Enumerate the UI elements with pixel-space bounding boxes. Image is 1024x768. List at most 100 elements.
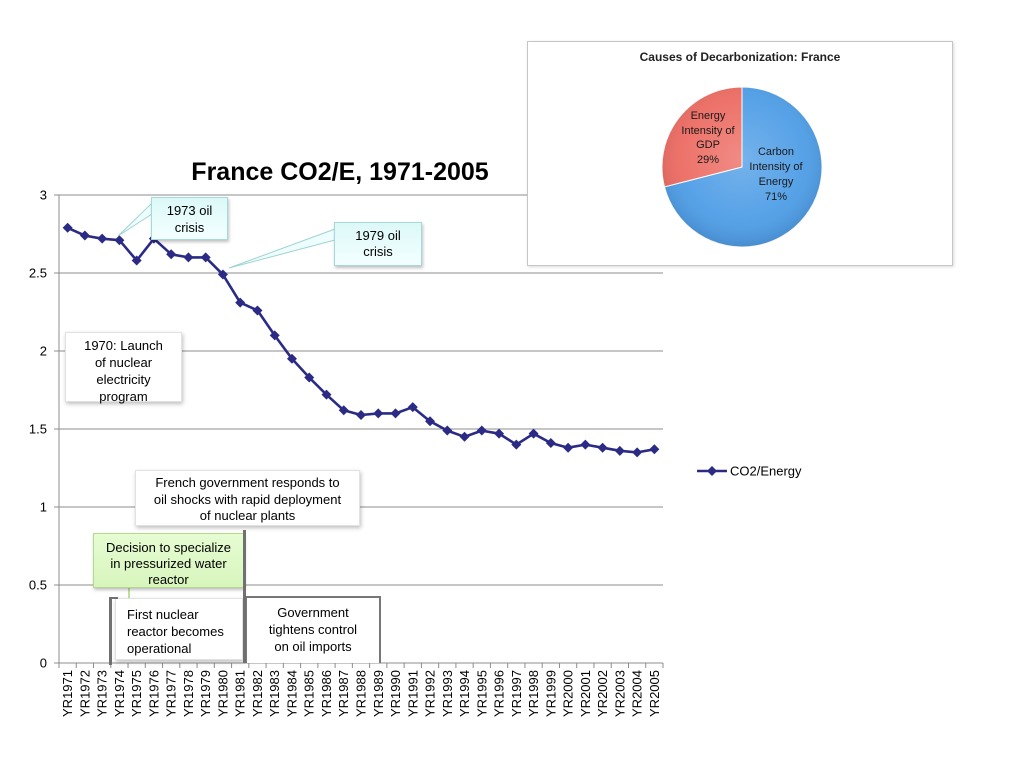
x-tick-label: YR1973 xyxy=(95,670,110,717)
x-tick-label: YR2005 xyxy=(647,670,662,717)
data-point-marker xyxy=(131,255,142,266)
x-tick-label: YR1985 xyxy=(302,670,317,717)
data-point-marker xyxy=(338,405,349,416)
y-tick-label: 1 xyxy=(40,500,47,515)
x-tick-label: YR1976 xyxy=(146,670,161,717)
legend: CO2/Energy xyxy=(697,464,802,479)
pie-label-text: Carbon Intensity of Energy xyxy=(749,146,803,188)
pie-chart-title: Causes of Decarbonization: France xyxy=(639,50,841,64)
data-point-marker xyxy=(632,447,643,458)
chart-title: France CO2/E, 1971-2005 xyxy=(191,158,489,186)
x-tick-label: YR1979 xyxy=(198,670,213,717)
data-point-marker xyxy=(286,353,297,364)
x-tick-label: YR1987 xyxy=(336,670,351,717)
data-point-marker xyxy=(373,408,384,419)
data-point-marker xyxy=(425,416,436,427)
data-point-marker xyxy=(511,439,522,450)
x-tick-label: YR1993 xyxy=(440,670,455,717)
data-point-marker xyxy=(114,235,125,246)
data-point-marker xyxy=(614,445,625,456)
x-tick-label: YR1988 xyxy=(354,670,369,717)
y-tick-label: 0.5 xyxy=(29,578,47,593)
y-tick-label: 1.5 xyxy=(29,422,47,437)
pie-chart-panel: Causes of Decarbonization: France Energy… xyxy=(527,41,953,266)
x-tick-label: YR2000 xyxy=(561,670,576,717)
data-point-marker xyxy=(304,372,315,383)
pie-label-percent: 71% xyxy=(764,191,788,203)
data-point-marker xyxy=(200,252,211,263)
x-tick-label: YR1977 xyxy=(164,670,179,717)
x-tick-label: YR2004 xyxy=(630,670,645,717)
legend-label: CO2/Energy xyxy=(730,464,802,479)
x-tick-label: YR1999 xyxy=(543,670,558,717)
x-tick-label: YR1997 xyxy=(509,670,524,717)
annotation-oil-import-control: Government tightens control on oil impor… xyxy=(245,596,381,663)
x-tick-label: YR2001 xyxy=(578,670,593,717)
x-tick-label: YR2003 xyxy=(612,670,627,717)
x-tick-label: YR1972 xyxy=(77,670,92,717)
pie-label-percent: 29% xyxy=(696,153,720,166)
data-point-marker xyxy=(166,249,177,260)
data-point-marker xyxy=(269,330,280,341)
x-tick-label: YR1986 xyxy=(319,670,334,717)
x-tick-label: YR1990 xyxy=(388,670,403,717)
y-tick-label: 2.5 xyxy=(29,266,47,281)
x-tick-label: YR1995 xyxy=(474,670,489,717)
annotation-1979-oil-crisis: 1979 oil crisis xyxy=(334,222,422,266)
data-point-marker xyxy=(494,428,505,439)
x-tick-label: YR1978 xyxy=(181,670,196,717)
bracket-decision xyxy=(243,530,246,663)
x-tick-label: YR1971 xyxy=(60,670,75,717)
x-tick-labels: YR1971 YR1972 YR1973 YR1974 YR1975 YR1976 YR19… xyxy=(60,670,662,717)
data-point-marker xyxy=(390,408,401,419)
x-tick-label: YR1974 xyxy=(112,670,127,717)
data-point-marker xyxy=(563,442,574,453)
annotation-government-response: French government responds to oil shocks… xyxy=(135,470,360,526)
y-tick-labels: 0 0.5 1 1.5 2 2.5 3 xyxy=(29,188,47,671)
data-point-marker xyxy=(545,438,556,449)
data-point-marker xyxy=(459,431,470,442)
x-tick-label: YR1998 xyxy=(526,670,541,717)
annotation-first-reactor: First nuclear reactor becomes operationa… xyxy=(115,598,243,660)
data-point-marker xyxy=(407,402,418,413)
x-tick-label: YR1981 xyxy=(233,670,248,717)
pie-chart xyxy=(661,86,823,248)
x-tick-label: YR1996 xyxy=(492,670,507,717)
data-point-marker xyxy=(62,222,73,233)
x-tick-label: YR1975 xyxy=(129,670,144,717)
y-tick-label: 3 xyxy=(40,188,47,203)
x-tick-label: YR1984 xyxy=(284,670,299,717)
x-tick-label: YR1980 xyxy=(215,670,230,717)
pie-slices xyxy=(661,86,823,248)
data-point-marker xyxy=(528,428,539,439)
x-tick-label: YR1991 xyxy=(405,670,420,717)
data-point-marker xyxy=(580,439,591,450)
data-point-marker xyxy=(476,425,487,436)
pie-label-energy-intensity: Energy Intensity of GDP 29% xyxy=(677,109,739,167)
x-tick-label: YR1982 xyxy=(250,670,265,717)
data-point-marker xyxy=(649,444,660,455)
annotation-1973-oil-crisis: 1973 oil crisis xyxy=(151,197,228,240)
pie-label-text: Energy Intensity of GDP xyxy=(681,110,735,151)
x-tick-label: YR1983 xyxy=(267,670,282,717)
data-point-marker xyxy=(597,442,608,453)
data-point-marker xyxy=(217,269,228,280)
annotation-nuclear-launch: 1970: Launch of nuclear electricity prog… xyxy=(65,332,182,404)
pie-shading xyxy=(662,87,822,247)
x-tick-label: YR1989 xyxy=(371,670,386,717)
bracket-first-reactor xyxy=(109,597,118,665)
data-point-marker xyxy=(183,252,194,263)
legend-marker xyxy=(707,466,717,476)
data-point-marker xyxy=(97,233,108,244)
data-point-marker xyxy=(442,425,453,436)
series-co2-energy xyxy=(62,222,660,458)
x-tick-label: YR1992 xyxy=(423,670,438,717)
data-point-marker xyxy=(356,409,366,420)
y-tick-label: 0 xyxy=(40,656,47,671)
data-point-marker xyxy=(79,230,90,241)
annotation-pwr-decision: Decision to specialize in pressurized wa… xyxy=(93,533,244,588)
y-tick-label: 2 xyxy=(40,344,47,359)
data-point-marker xyxy=(235,297,246,308)
